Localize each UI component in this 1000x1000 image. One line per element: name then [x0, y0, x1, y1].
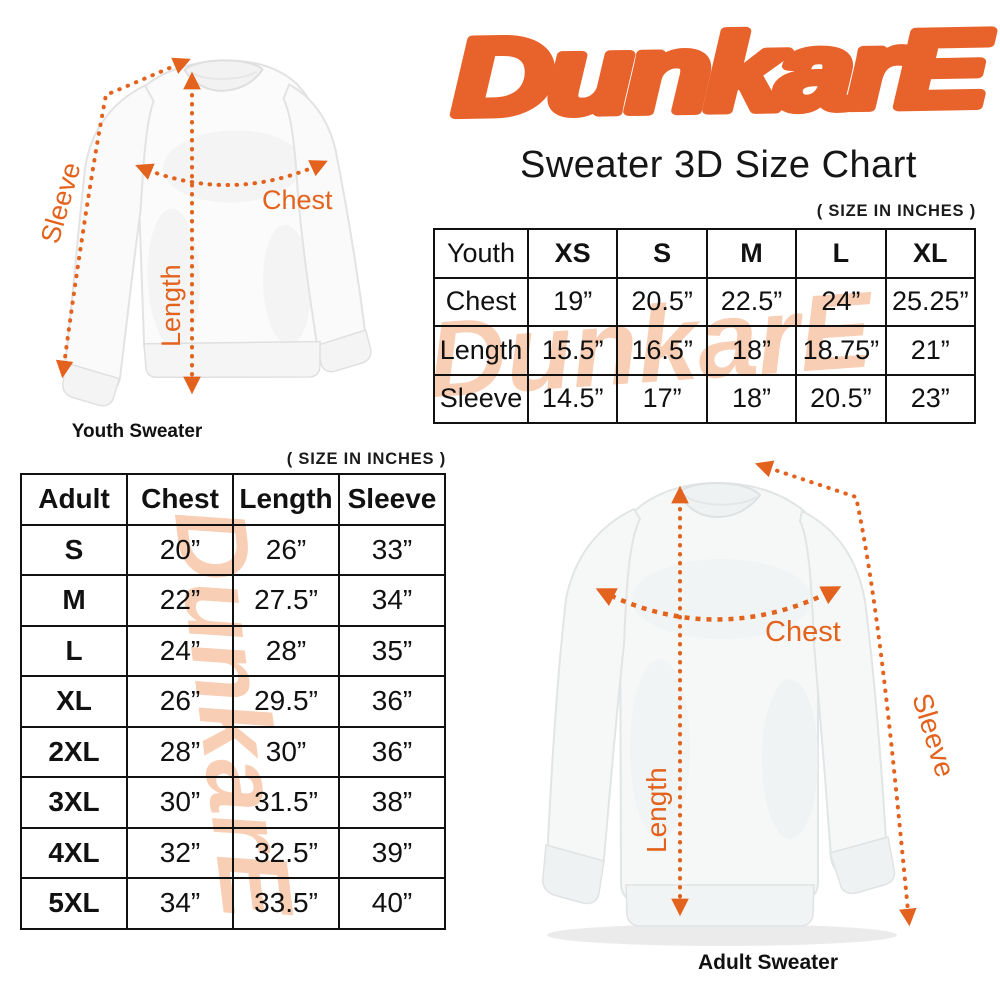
table-cell: 27.5” — [232, 574, 340, 627]
table-cell: 14.5” — [526, 373, 619, 424]
table-row-label: L — [20, 624, 128, 677]
table-row: Chest 19” 20.5” 22.5” 24” 25.25” — [433, 276, 977, 327]
youth-length-label: Length — [156, 264, 186, 347]
table-cell: 20.5” — [795, 373, 887, 424]
table-header-cell: L — [795, 228, 887, 279]
table-cell: 39” — [338, 826, 446, 879]
table-row-label: M — [20, 574, 128, 627]
adult-caption: Adult Sweater — [697, 951, 839, 974]
table-cell: 15.5” — [526, 325, 619, 376]
table-header-cell: Length — [232, 473, 340, 526]
adult-chest-measure-line — [595, 586, 842, 622]
adult-sleeve-measure-line — [754, 460, 917, 927]
table-cell: 34” — [338, 574, 446, 627]
brand-logo: DunkarE — [451, 7, 993, 137]
table-cell: 24” — [126, 624, 234, 677]
table-cell: 25.25” — [884, 276, 977, 327]
table-cell: 18” — [705, 373, 798, 424]
table-row: L 24” 28” 35” — [20, 624, 446, 677]
table-row: 2XL 28” 30” 36” — [20, 725, 446, 778]
chart-title: Sweater 3D Size Chart — [520, 144, 917, 186]
youth-sleeve-measure-line — [55, 57, 191, 379]
table-cell: 40” — [338, 877, 446, 930]
table-cell: 24” — [795, 276, 887, 327]
table-cell: 18” — [705, 325, 798, 376]
table-cell: 38” — [338, 776, 446, 829]
youth-caption: Youth Sweater — [71, 421, 203, 442]
table-cell: 36” — [338, 725, 446, 778]
table-cell: 30” — [232, 725, 340, 778]
table-cell: 22” — [126, 574, 234, 627]
table-cell: 19” — [526, 276, 619, 327]
table-row-label: S — [20, 523, 128, 576]
table-header-cell: S — [616, 228, 708, 279]
table-header-cell: Sleeve — [338, 473, 446, 526]
youth-size-table: Youth XS S M L XL Chest 19” 20.5” 22.5” 24” 25.25” L… — [433, 228, 977, 424]
table-row: 5XL 34” 33.5” 40” — [20, 877, 446, 930]
table-cell: 17” — [616, 373, 708, 424]
table-cell: 28” — [126, 725, 234, 778]
table-cell: 32” — [126, 826, 234, 879]
adult-size-table: Adult Chest Length Sleeve S 20” 26” 33” M 22” 27.5… — [20, 473, 446, 930]
table-cell: 31.5” — [232, 776, 340, 829]
table-header-cell: XL — [884, 228, 977, 279]
table-row-label: 2XL — [20, 725, 128, 778]
adult-sleeve-label: Sleeve — [906, 690, 961, 781]
table-cell: 20” — [126, 523, 234, 576]
table-cell: 22.5” — [705, 276, 798, 327]
table-cell: 36” — [338, 675, 446, 728]
table-cell: 33.5” — [232, 877, 340, 930]
table-header-cell: Chest — [126, 473, 234, 526]
table-cell: 32.5” — [232, 826, 340, 879]
table-row-label: Length — [433, 325, 529, 376]
table-cell: 29.5” — [232, 675, 340, 728]
youth-size-note: ( SIZE IN INCHES ) — [816, 202, 976, 220]
table-cell: 26” — [232, 523, 340, 576]
table-cell: 18.75” — [795, 325, 887, 376]
adult-length-label: Length — [641, 767, 672, 853]
table-header-cell: M — [705, 228, 798, 279]
table-cell: 16.5” — [616, 325, 708, 376]
table-header-cell: Adult — [20, 473, 128, 526]
adult-chest-label: Chest — [765, 616, 841, 648]
table-row-label: 5XL — [20, 877, 128, 930]
table-cell: 30” — [126, 776, 234, 829]
table-cell: 34” — [126, 877, 234, 930]
youth-sweater-diagram: Sleeve Length Chest — [35, 57, 372, 407]
youth-chest-label: Chest — [262, 185, 333, 215]
table-row-label: 4XL — [20, 826, 128, 879]
adult-sweater-diagram: Chest Length Sleeve — [542, 460, 961, 946]
table-cell: 26” — [126, 675, 234, 728]
adult-sweater-illustration — [542, 481, 897, 946]
table-header-row: Youth XS S M L XL — [433, 228, 977, 279]
table-row-label: Sleeve — [433, 373, 529, 424]
table-header-row: Adult Chest Length Sleeve — [20, 473, 446, 526]
table-cell: 21” — [884, 325, 977, 376]
table-row-label: 3XL — [20, 776, 128, 829]
table-cell: 20.5” — [616, 276, 708, 327]
table-row: M 22” 27.5” 34” — [20, 574, 446, 627]
table-cell: 28” — [232, 624, 340, 677]
table-cell: 35” — [338, 624, 446, 677]
table-row: S 20” 26” 33” — [20, 523, 446, 576]
table-header-cell: Youth — [433, 228, 529, 279]
table-row-label: Chest — [433, 276, 529, 327]
table-row: XL 26” 29.5” 36” — [20, 675, 446, 728]
table-row: Length 15.5” 16.5” 18” 18.75” 21” — [433, 325, 977, 376]
brand-logo-wrap: DunkarE — [438, 3, 998, 144]
youth-sweater-illustration — [62, 59, 372, 407]
table-row-label: XL — [20, 675, 128, 728]
table-row: 3XL 30” 31.5” 38” — [20, 776, 446, 829]
table-cell: 33” — [338, 523, 446, 576]
adult-size-note: ( SIZE IN INCHES ) — [286, 450, 446, 468]
table-header-cell: XS — [526, 228, 619, 279]
table-row: Sleeve 14.5” 17” 18” 20.5” 23” — [433, 373, 977, 424]
table-cell: 23” — [884, 373, 977, 424]
table-row: 4XL 32” 32.5” 39” — [20, 826, 446, 879]
